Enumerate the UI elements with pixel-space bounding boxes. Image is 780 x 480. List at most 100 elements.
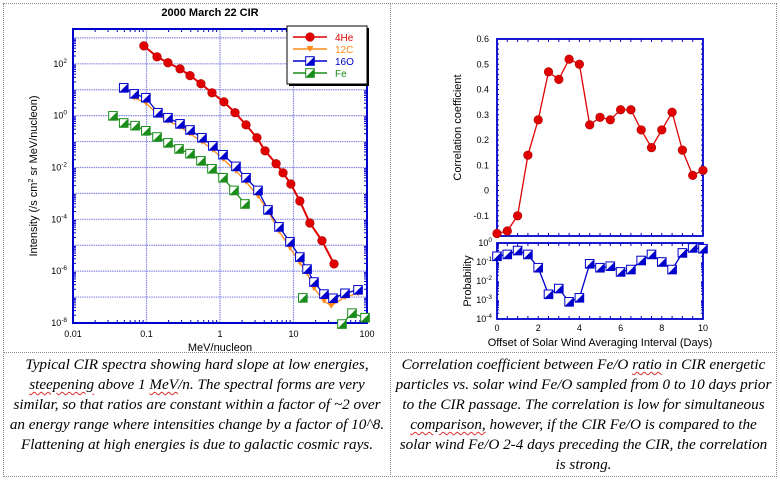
legend-label: Fe xyxy=(335,69,347,80)
legend-marker xyxy=(306,46,314,52)
y-tick-label: 0.2 xyxy=(476,135,489,145)
data-point-16o xyxy=(309,277,319,287)
data-point-16o xyxy=(274,222,284,232)
data-point-fe xyxy=(196,156,206,166)
plot-frame xyxy=(72,28,368,324)
tick-base: 10 xyxy=(478,238,488,248)
y-tick-label: 10-4 xyxy=(476,313,492,324)
data-point-4he xyxy=(329,259,339,269)
data-point-4he xyxy=(175,64,185,74)
data-point-16o xyxy=(241,172,251,183)
tick-base: 10 xyxy=(476,295,486,305)
y-tick-label: 0.5 xyxy=(476,59,489,69)
data-point-fe xyxy=(108,111,118,121)
caption-text: Correlation coefficient between Fe/O xyxy=(401,356,633,373)
data-point-16o xyxy=(285,237,295,247)
probability-point xyxy=(512,245,523,256)
correlation-point xyxy=(688,170,698,180)
data-point-fe xyxy=(163,138,173,148)
data-point-4he xyxy=(230,108,240,118)
data-point-16o xyxy=(218,149,228,160)
spellcheck-word: ratio xyxy=(632,356,662,373)
data-point-4he xyxy=(252,133,262,143)
tick-exponent: -6 xyxy=(61,265,67,272)
correlation-point xyxy=(657,125,667,135)
correlation-chart: -0.1 0 0.1 0.2 0.3 0.4 0.5 0.6 Correlation coeff… xyxy=(452,34,713,349)
probability-point xyxy=(502,249,513,260)
data-point-4he xyxy=(305,218,315,228)
data-point-16o xyxy=(253,185,263,196)
data-point-fe xyxy=(130,120,140,131)
probability-point xyxy=(574,293,585,303)
x-tick-label: 2 xyxy=(536,323,541,333)
correlation-point xyxy=(616,105,626,115)
x-tick-label: 8 xyxy=(659,323,664,333)
tick-base: 10 xyxy=(476,276,486,286)
probability-point xyxy=(564,297,574,307)
data-point-4he xyxy=(271,159,281,169)
probability-point xyxy=(626,264,636,275)
tick-base: 10 xyxy=(51,318,61,328)
correlation-point xyxy=(574,59,584,69)
data-point-4he xyxy=(163,58,173,68)
y-axis-label: Intensity (/s cm2 sr MeV/nucleon) xyxy=(28,95,40,256)
x-tick-label: 1 xyxy=(217,329,222,339)
data-point-4he xyxy=(152,52,162,62)
probability-point xyxy=(687,243,698,253)
y-tick-label: 0.1 xyxy=(476,160,489,170)
tick-exponent: 2 xyxy=(63,58,67,65)
data-point-4he xyxy=(241,120,251,130)
probability-point xyxy=(646,249,657,260)
legend-label: 4He xyxy=(335,33,354,44)
correlation-point xyxy=(502,226,512,236)
data-point-4he xyxy=(185,71,195,81)
spectra-chart-cell: 2000 March 22 CIR 0.01 0.1 1 10 100 102 100 10-2… xyxy=(3,3,391,354)
data-point-4he xyxy=(207,88,217,98)
tick-base: 10 xyxy=(51,266,61,276)
x-tick-label: 4 xyxy=(577,323,582,333)
probability-point xyxy=(605,261,616,272)
spellcheck-word: steepening xyxy=(29,376,95,393)
data-point-fe xyxy=(174,144,184,154)
data-point-16o xyxy=(295,252,305,262)
probability-plot-frame xyxy=(496,242,704,320)
y-tick-label: -0.1 xyxy=(473,211,489,221)
correlation-point xyxy=(595,112,605,122)
data-point-fe xyxy=(240,199,250,209)
correlation-point xyxy=(523,150,533,160)
data-point-fe xyxy=(337,319,347,329)
correlation-point xyxy=(677,145,688,155)
y-tick-label: 10-3 xyxy=(476,294,492,305)
y-tick-label: 0.6 xyxy=(476,34,489,44)
y-tick-label: 10-2 xyxy=(476,275,492,286)
data-point-16o xyxy=(302,264,312,274)
data-point-4he xyxy=(295,196,305,206)
data-point-fe xyxy=(218,172,228,183)
correlation-point xyxy=(492,228,502,239)
y-tick-label: 10-6 xyxy=(51,265,67,276)
data-point-16o xyxy=(129,89,139,99)
spellcheck-word: MeV xyxy=(149,376,179,393)
data-point-16o xyxy=(263,205,273,215)
tick-exponent: -8 xyxy=(61,317,67,324)
correlation-point xyxy=(543,67,554,77)
data-point-4he xyxy=(317,236,327,246)
tick-base: 10 xyxy=(476,257,486,267)
correlation-point xyxy=(626,105,636,115)
data-point-fe xyxy=(298,293,308,303)
data-point-4he xyxy=(260,146,270,156)
y-tick-label: 10-4 xyxy=(51,213,67,224)
tick-exponent: 0 xyxy=(488,237,492,244)
probability-point xyxy=(698,243,708,254)
caption-text: however, if the CIR Fe/O is compared to … xyxy=(399,416,768,473)
tick-exponent: -2 xyxy=(61,161,67,168)
data-point-16o xyxy=(163,112,173,123)
x-tick-label: 100 xyxy=(359,329,374,339)
probability-point xyxy=(543,289,554,300)
correlation-plot-frame xyxy=(496,38,704,237)
probability-point xyxy=(533,262,543,273)
spellcheck-word: comparison, xyxy=(410,416,486,433)
tick-exponent: -4 xyxy=(486,313,492,320)
x-axis-label: Offset of Solar Wind Averaging Interval … xyxy=(488,337,713,349)
